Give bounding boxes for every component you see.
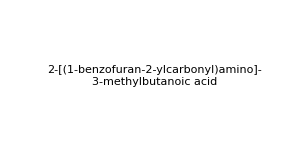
Text: 2-[(1-benzofuran-2-ylcarbonyl)amino]-
3-methylbutanoic acid: 2-[(1-benzofuran-2-ylcarbonyl)amino]- 3-…: [47, 65, 262, 87]
